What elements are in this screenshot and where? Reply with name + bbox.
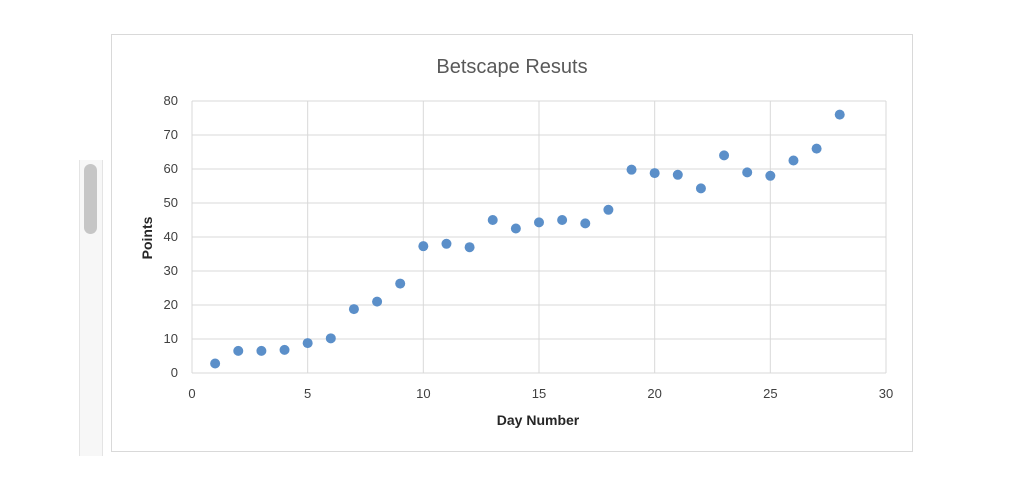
- data-point: [210, 358, 221, 369]
- y-tick-label: 10: [164, 331, 178, 346]
- data-point: [233, 345, 244, 356]
- data-point: [534, 217, 544, 228]
- data-point: [395, 278, 406, 289]
- data-point: [441, 238, 452, 249]
- x-tick-label: 30: [879, 386, 893, 401]
- data-point: [487, 215, 498, 225]
- y-tick-label: 30: [164, 263, 178, 278]
- x-tick-label: 5: [304, 386, 311, 401]
- chart-area: [111, 34, 913, 452]
- x-tick-label: 20: [647, 386, 661, 401]
- y-tick-label: 80: [164, 93, 178, 108]
- data-point: [256, 345, 267, 356]
- y-tick-label: 60: [164, 161, 178, 176]
- data-point: [348, 304, 359, 315]
- data-point: [418, 241, 429, 252]
- data-point: [302, 338, 313, 349]
- data-point: [626, 164, 637, 175]
- data-point: [279, 344, 290, 355]
- x-axis-title: Day Number: [497, 412, 580, 428]
- data-point: [649, 168, 660, 179]
- data-points: [210, 109, 845, 369]
- x-tick-labels: 0 5 10 15 20 25 30: [188, 386, 893, 401]
- y-tick-label: 0: [171, 365, 178, 380]
- vertical-scrollbar[interactable]: [79, 160, 103, 456]
- data-point: [834, 109, 845, 120]
- x-tick-label: 25: [763, 386, 777, 401]
- y-tick-labels: 0 10 20 30 40 50 60 70 80: [164, 93, 178, 380]
- data-point: [580, 218, 591, 229]
- data-point: [510, 223, 521, 234]
- data-point: [557, 215, 568, 225]
- data-point: [811, 143, 822, 154]
- x-tick-label: 0: [188, 386, 195, 401]
- data-point: [672, 169, 683, 180]
- y-tick-label: 20: [164, 297, 178, 312]
- data-point: [788, 155, 799, 166]
- data-point: [719, 150, 730, 161]
- data-point: [325, 333, 336, 344]
- data-point: [603, 204, 614, 215]
- y-tick-label: 70: [164, 127, 178, 142]
- data-point: [695, 183, 706, 194]
- y-tick-label: 50: [164, 195, 178, 210]
- y-tick-label: 40: [164, 229, 178, 244]
- gridlines: [191, 100, 887, 374]
- scrollbar-thumb[interactable]: [84, 164, 97, 234]
- data-point: [742, 167, 753, 178]
- data-point: [372, 296, 383, 307]
- y-axis-title: Points: [139, 216, 155, 259]
- data-point: [765, 170, 776, 181]
- x-tick-label: 15: [532, 386, 546, 401]
- x-tick-label: 10: [416, 386, 430, 401]
- chart-title: Betscape Resuts: [436, 56, 587, 78]
- data-point: [464, 242, 475, 253]
